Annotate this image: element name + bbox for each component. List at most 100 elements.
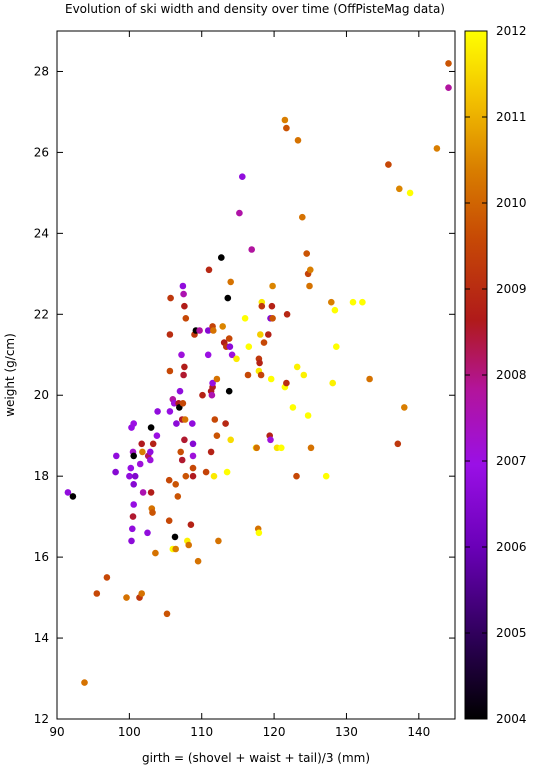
data-point bbox=[359, 298, 366, 306]
data-point bbox=[167, 294, 174, 302]
data-point bbox=[182, 315, 190, 322]
data-point bbox=[304, 412, 312, 419]
data-point bbox=[165, 517, 173, 524]
data-point bbox=[154, 408, 161, 415]
data-point bbox=[293, 363, 301, 371]
x-tick-label: 90 bbox=[49, 725, 64, 739]
data-point bbox=[331, 306, 339, 314]
data-point bbox=[177, 448, 184, 456]
data-point bbox=[189, 472, 197, 480]
data-point bbox=[385, 161, 392, 168]
data-point bbox=[185, 541, 192, 549]
data-point bbox=[255, 529, 263, 537]
data-point bbox=[366, 375, 373, 383]
data-point bbox=[81, 679, 88, 686]
data-point bbox=[239, 173, 246, 180]
data-point bbox=[166, 331, 174, 338]
colorbar-tick-label: 2004 bbox=[496, 712, 527, 726]
data-point bbox=[218, 254, 225, 261]
data-point bbox=[307, 444, 315, 452]
data-point bbox=[227, 278, 234, 286]
data-point bbox=[433, 145, 441, 152]
x-tick-label: 130 bbox=[335, 725, 358, 739]
data-point bbox=[112, 468, 119, 476]
data-point bbox=[130, 481, 137, 488]
data-point bbox=[129, 525, 136, 533]
colorbar-tick-label: 2012 bbox=[496, 24, 527, 38]
colorbar-tick-label: 2006 bbox=[496, 540, 527, 554]
data-point bbox=[253, 444, 260, 452]
data-point bbox=[226, 343, 234, 351]
y-tick-label: 18 bbox=[34, 469, 49, 483]
data-points bbox=[64, 60, 452, 686]
data-point bbox=[103, 574, 111, 581]
colorbar-tick-label: 2007 bbox=[496, 454, 527, 468]
data-point bbox=[269, 315, 276, 322]
data-point bbox=[129, 513, 137, 520]
y-tick-label: 26 bbox=[34, 145, 49, 159]
data-point bbox=[267, 375, 275, 383]
data-point bbox=[257, 371, 265, 379]
data-point bbox=[147, 456, 154, 464]
data-point bbox=[213, 375, 221, 383]
x-tick-label: 140 bbox=[407, 725, 430, 739]
data-point bbox=[139, 489, 147, 496]
data-point bbox=[349, 298, 357, 306]
data-point bbox=[187, 521, 195, 528]
data-point bbox=[189, 440, 197, 448]
y-tick-label: 24 bbox=[34, 226, 49, 240]
data-point bbox=[225, 335, 233, 342]
data-point bbox=[258, 302, 266, 310]
y-tick-label: 12 bbox=[34, 712, 49, 726]
data-point bbox=[204, 351, 212, 359]
colorbar-axis: 2004 2005 2006 2007 2008 2009 2010 2011 2012 bbox=[465, 24, 527, 726]
data-point bbox=[300, 371, 308, 379]
data-point bbox=[329, 379, 337, 387]
data-point bbox=[138, 440, 145, 448]
data-point bbox=[147, 424, 155, 431]
data-point bbox=[267, 436, 274, 444]
colorbar-tick-label: 2010 bbox=[496, 196, 527, 210]
y-axis: 12 14 16 18 20 22 24 26 28 bbox=[34, 64, 455, 726]
data-point bbox=[306, 282, 313, 290]
y-tick-label: 20 bbox=[34, 388, 49, 402]
data-point bbox=[128, 537, 135, 545]
data-point bbox=[445, 60, 452, 67]
data-point bbox=[163, 610, 171, 618]
data-point bbox=[139, 448, 146, 456]
data-point bbox=[293, 472, 300, 480]
data-point bbox=[207, 448, 215, 456]
data-point bbox=[178, 351, 185, 359]
y-tick-label: 16 bbox=[34, 550, 49, 564]
data-point bbox=[256, 359, 263, 367]
data-point bbox=[172, 481, 179, 488]
data-point bbox=[333, 343, 340, 351]
data-point bbox=[199, 391, 206, 399]
colorbar-tick-label: 2008 bbox=[496, 368, 527, 382]
data-point bbox=[236, 209, 243, 217]
data-point bbox=[181, 302, 188, 310]
data-point bbox=[149, 440, 157, 448]
data-point bbox=[401, 404, 408, 411]
data-point bbox=[181, 416, 189, 423]
y-tick-label: 22 bbox=[34, 307, 49, 321]
x-tick-label: 100 bbox=[118, 725, 141, 739]
data-point bbox=[396, 185, 403, 193]
data-point bbox=[180, 290, 187, 298]
data-point bbox=[181, 436, 188, 444]
x-tick-label: 110 bbox=[190, 725, 213, 739]
data-point bbox=[131, 472, 139, 480]
y-tick-label: 28 bbox=[34, 64, 49, 78]
data-point bbox=[406, 189, 414, 197]
data-point bbox=[241, 315, 249, 322]
data-point bbox=[138, 590, 145, 597]
x-tick-label: 120 bbox=[263, 725, 286, 739]
data-point bbox=[283, 311, 291, 318]
data-point bbox=[204, 327, 212, 334]
data-point bbox=[176, 387, 184, 395]
data-point bbox=[303, 250, 311, 257]
data-point bbox=[180, 371, 187, 379]
data-point bbox=[166, 408, 174, 415]
data-point bbox=[225, 387, 233, 395]
chart-title: Evolution of ski width and density over … bbox=[65, 2, 445, 16]
